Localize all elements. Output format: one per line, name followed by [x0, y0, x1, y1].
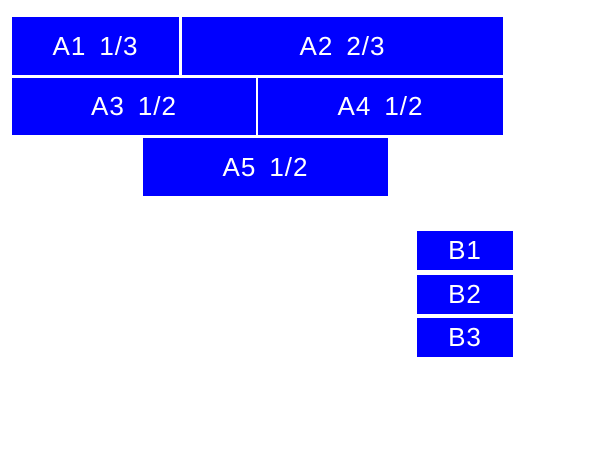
box-b2-label: B2 [448, 279, 482, 309]
box-a1: A1 1/3 [12, 17, 179, 75]
box-a1-fraction: 1/3 [99, 30, 139, 61]
box-b1-label: B1 [448, 235, 482, 265]
box-b3: B3 [417, 318, 513, 357]
box-b1: B1 [417, 231, 513, 270]
box-b3-label: B3 [448, 322, 482, 352]
box-a4: A4 1/2 [258, 78, 503, 135]
box-a5: A5 1/2 [143, 138, 388, 196]
box-a5-fraction: 1/2 [269, 151, 309, 182]
box-a3-fraction: 1/2 [137, 91, 177, 121]
box-a2-fraction: 2/3 [346, 30, 386, 61]
box-a4-fraction: 1/2 [384, 91, 424, 121]
box-a2-label: A2 [299, 30, 334, 61]
box-a5-label: A5 [222, 151, 257, 182]
box-b2: B2 [417, 275, 513, 314]
box-a2: A2 2/3 [182, 17, 503, 75]
box-a4-label: A4 [337, 91, 372, 121]
box-a3-label: A3 [91, 91, 125, 121]
box-a3: A3 1/2 [12, 78, 256, 135]
box-a1-label: A1 [52, 30, 87, 61]
